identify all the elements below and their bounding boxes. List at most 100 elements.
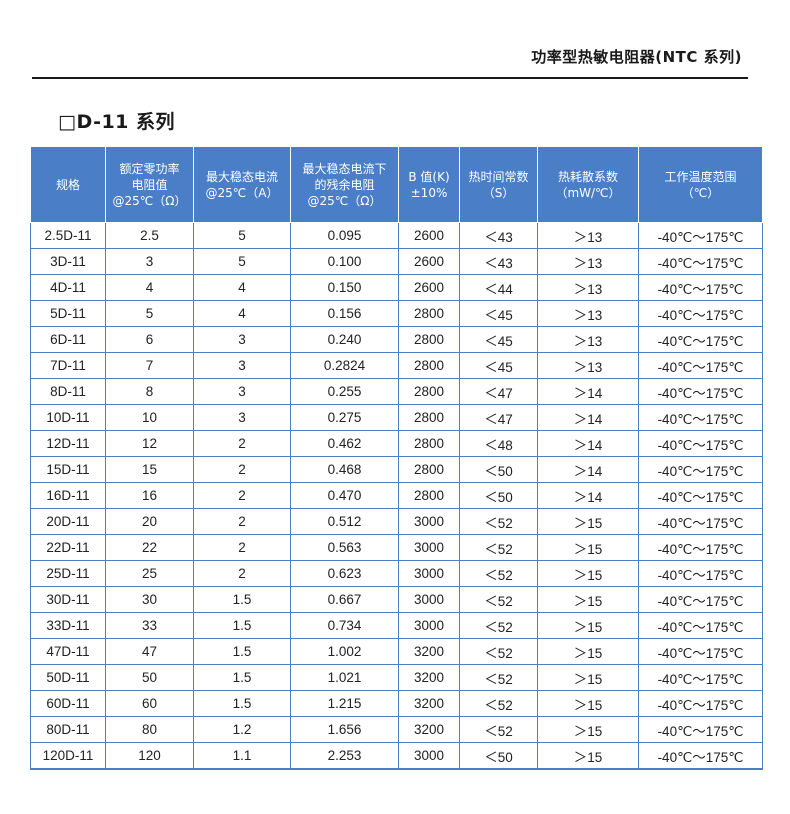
header-line: （℃） [681,185,720,200]
cell-residual-resistance: 0.468 [290,456,399,483]
cell-thermal-time-constant: ＜52 [459,508,538,535]
table-row: 16D-11 16 2 0.470 2800 ＜50 ＞14 -40℃～175℃ [30,482,763,509]
cell-rated-resistance: 47 [105,638,194,665]
header-cell-thermal-time-constant: 热时间常数 （S） [459,146,538,223]
cell-rated-resistance: 10 [105,404,194,431]
cell-residual-resistance: 1.002 [290,638,399,665]
cell-residual-resistance: 1.215 [290,690,399,717]
cell-max-current: 1.5 [193,638,291,665]
table-row: 2.5D-11 2.5 5 0.095 2600 ＜43 ＞13 -40℃～175℃ [30,222,763,249]
header-cell-residual-resistance: 最大稳态电流下 的残余电阻 @25℃（Ω） [290,146,399,223]
cell-b-value: 2800 [398,404,460,431]
cell-b-value: 2800 [398,482,460,509]
table-row: 80D-11 80 1.2 1.656 3200 ＜52 ＞15 -40℃～175℃ [30,716,763,743]
table-row: 22D-11 22 2 0.563 3000 ＜52 ＞15 -40℃～175℃ [30,534,763,561]
cell-b-value: 2600 [398,248,460,275]
cell-thermal-time-constant: ＜47 [459,404,538,431]
cell-residual-resistance: 0.2824 [290,352,399,379]
header-line: ±10% [410,185,448,200]
table-row: 20D-11 20 2 0.512 3000 ＜52 ＞15 -40℃～175℃ [30,508,763,535]
cell-operating-temperature: -40℃～175℃ [638,586,763,613]
table-row: 30D-11 30 1.5 0.667 3000 ＜52 ＞15 -40℃～175℃ [30,586,763,613]
cell-b-value: 3000 [398,534,460,561]
table-row: 47D-11 47 1.5 1.002 3200 ＜52 ＞15 -40℃～175℃ [30,638,763,665]
table-row: 33D-11 33 1.5 0.734 3000 ＜52 ＞15 -40℃～175℃ [30,612,763,639]
cell-b-value: 3200 [398,664,460,691]
cell-thermal-time-constant: ＜48 [459,430,538,457]
cell-thermal-time-constant: ＜52 [459,560,538,587]
cell-operating-temperature: -40℃～175℃ [638,482,763,509]
cell-residual-resistance: 0.623 [290,560,399,587]
cell-residual-resistance: 0.275 [290,404,399,431]
cell-thermal-time-constant: ＜47 [459,378,538,405]
cell-operating-temperature: -40℃～175℃ [638,378,763,405]
cell-dissipation-factor: ＞14 [537,456,639,483]
header-line: 最大稳态电流 [205,169,278,184]
cell-operating-temperature: -40℃～175℃ [638,274,763,301]
header-line: 的残余电阻 [314,177,375,192]
cell-b-value: 3000 [398,586,460,613]
cell-rated-resistance: 7 [105,352,194,379]
header-line: B 值(K) [408,169,450,184]
cell-operating-temperature: -40℃～175℃ [638,404,763,431]
cell-operating-temperature: -40℃～175℃ [638,560,763,587]
cell-spec: 7D-11 [30,352,106,379]
cell-operating-temperature: -40℃～175℃ [638,248,763,275]
cell-thermal-time-constant: ＜45 [459,326,538,353]
cell-operating-temperature: -40℃～175℃ [638,300,763,327]
cell-max-current: 5 [193,248,291,275]
cell-dissipation-factor: ＞15 [537,742,639,770]
cell-operating-temperature: -40℃～175℃ [638,742,763,770]
cell-residual-resistance: 0.462 [290,430,399,457]
cell-max-current: 3 [193,326,291,353]
cell-operating-temperature: -40℃～175℃ [638,352,763,379]
cell-max-current: 4 [193,300,291,327]
cell-b-value: 2800 [398,326,460,353]
cell-max-current: 3 [193,378,291,405]
cell-rated-resistance: 120 [105,742,194,770]
table-row: 50D-11 50 1.5 1.021 3200 ＜52 ＞15 -40℃～175℃ [30,664,763,691]
cell-spec: 6D-11 [30,326,106,353]
cell-rated-resistance: 2.5 [105,222,194,249]
cell-thermal-time-constant: ＜43 [459,222,538,249]
cell-rated-resistance: 50 [105,664,194,691]
cell-residual-resistance: 1.021 [290,664,399,691]
table-row: 25D-11 25 2 0.623 3000 ＜52 ＞15 -40℃～175℃ [30,560,763,587]
cell-spec: 50D-11 [30,664,106,691]
header-cell-operating-temperature: 工作温度范围 （℃） [638,146,763,223]
header-cell-max-current: 最大稳态电流 @25℃（A） [193,146,291,223]
table-row: 12D-11 12 2 0.462 2800 ＜48 ＞14 -40℃～175℃ [30,430,763,457]
cell-b-value: 2800 [398,352,460,379]
cell-thermal-time-constant: ＜43 [459,248,538,275]
header-line: 工作温度范围 [664,169,737,184]
cell-dissipation-factor: ＞13 [537,222,639,249]
cell-b-value: 2800 [398,378,460,405]
header-divider [32,77,748,79]
cell-dissipation-factor: ＞14 [537,378,639,405]
cell-operating-temperature: -40℃～175℃ [638,456,763,483]
cell-rated-resistance: 12 [105,430,194,457]
cell-rated-resistance: 33 [105,612,194,639]
header-line: 电阻值 [131,177,168,192]
header-line: 规格 [55,177,80,192]
cell-max-current: 1.5 [193,690,291,717]
cell-b-value: 2600 [398,274,460,301]
header-line: @25℃（A） [205,185,279,200]
table-row: 10D-11 10 3 0.275 2800 ＜47 ＞14 -40℃～175℃ [30,404,763,431]
cell-dissipation-factor: ＞15 [537,664,639,691]
cell-thermal-time-constant: ＜45 [459,352,538,379]
cell-thermal-time-constant: ＜50 [459,482,538,509]
table-body: 2.5D-11 2.5 5 0.095 2600 ＜43 ＞13 -40℃～175℃ 3D-11… [30,222,763,770]
cell-spec: 4D-11 [30,274,106,301]
cell-operating-temperature: -40℃～175℃ [638,638,763,665]
cell-dissipation-factor: ＞13 [537,300,639,327]
cell-spec: 47D-11 [30,638,106,665]
cell-b-value: 3000 [398,508,460,535]
cell-operating-temperature: -40℃～175℃ [638,690,763,717]
cell-spec: 5D-11 [30,300,106,327]
cell-rated-resistance: 3 [105,248,194,275]
cell-max-current: 5 [193,222,291,249]
cell-b-value: 3200 [398,716,460,743]
cell-residual-resistance: 0.156 [290,300,399,327]
cell-dissipation-factor: ＞14 [537,430,639,457]
